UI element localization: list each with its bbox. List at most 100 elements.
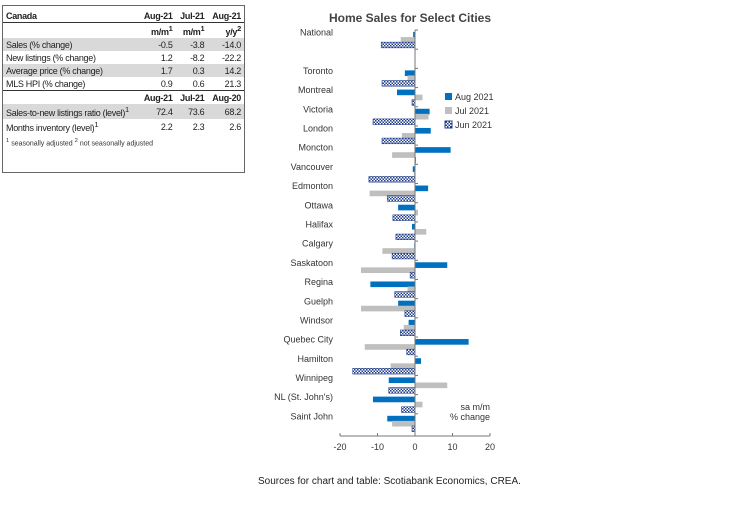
- bar-jul-2021: [390, 363, 415, 369]
- x-tick-label: 0: [412, 442, 417, 452]
- unit: m/m1: [176, 23, 208, 39]
- bar-jul-2021: [392, 420, 415, 427]
- bar-aug-2021: [412, 223, 415, 230]
- bar-jul-2021: [415, 228, 427, 235]
- bar-jun-2021: [352, 368, 416, 375]
- cell-value: 2.3: [192, 121, 205, 132]
- footnote-2: not seasonally adjusted: [79, 140, 154, 148]
- bar-jun-2021: [386, 195, 416, 202]
- col-head: Aug-21: [138, 90, 176, 104]
- footnote: 1 seasonally adjusted 2 not seasonally a…: [6, 138, 154, 148]
- category-label: Winnipeg: [295, 373, 333, 383]
- table-row: Months inventory (level)1 2.2 2.3 2.6: [3, 119, 244, 134]
- legend-label: Aug 2021: [455, 92, 494, 102]
- source-note: Sources for chart and table: Scotiabank …: [258, 476, 521, 487]
- bar-aug-2021: [388, 377, 415, 384]
- canada-summary-table: Canada Aug-21 Jul-21 Aug-21 m/m1 m/m1 y/…: [2, 5, 245, 173]
- bar-jun-2021: [394, 291, 416, 298]
- category-label: Calgary: [302, 239, 334, 249]
- unit-sup: 2: [237, 24, 241, 33]
- unit-annotation: sa m/m: [460, 402, 490, 412]
- category-label: Moncton: [298, 143, 333, 153]
- x-tick-label: -10: [371, 442, 384, 452]
- category-label: Edmonton: [292, 181, 333, 191]
- bar-aug-2021: [370, 281, 415, 288]
- bar-jul-2021: [382, 248, 415, 254]
- legend-swatch: [445, 93, 452, 100]
- bar-jul-2021: [415, 113, 429, 120]
- table-row: Average price (% change) 1.7 0.3 14.2: [3, 64, 244, 77]
- row-label-text: MLS HPI (% change): [6, 78, 86, 89]
- cell-value: 2.2: [160, 121, 173, 132]
- bar-jul-2021: [415, 382, 448, 389]
- bar-jul-2021: [407, 75, 415, 82]
- bar-aug-2021: [415, 262, 448, 268]
- category-label: National: [300, 28, 333, 38]
- unit: y/y2: [207, 23, 244, 39]
- row-label: Sales-to-new listings ratio (level)1: [3, 104, 139, 119]
- cell-value: 1.2: [160, 52, 173, 63]
- bar-aug-2021: [415, 147, 451, 153]
- category-label: London: [303, 124, 333, 134]
- table-row: Sales (% change) -0.5 -3.8 -14.0: [3, 38, 244, 51]
- bar-aug-2021: [387, 415, 415, 422]
- cell-value: 14.2: [207, 64, 244, 77]
- bar-jul-2021: [403, 324, 415, 331]
- col-head: Aug-21: [138, 9, 176, 23]
- bar-jun-2021: [391, 252, 416, 260]
- bar-aug-2021: [397, 89, 415, 96]
- legend-label: Jul 2021: [455, 106, 489, 116]
- row-label-text: New listings (% change): [6, 52, 96, 63]
- legend-swatch: [444, 120, 453, 129]
- bar-jul-2021: [400, 37, 415, 43]
- bar-jun-2021: [368, 176, 416, 183]
- row-label-text: Sales (% change): [6, 39, 73, 50]
- cell-value: -3.8: [175, 38, 208, 51]
- category-label: Toronto: [303, 66, 333, 76]
- bar-jun-2021: [401, 406, 416, 413]
- unit: m/m1: [139, 23, 176, 39]
- category-label: Guelph: [304, 296, 333, 306]
- unit-label: m/m: [151, 27, 169, 37]
- cell-value: -8.2: [190, 52, 205, 63]
- x-tick-label: -20: [333, 442, 346, 452]
- legend-swatch: [445, 107, 452, 114]
- bar-jun-2021: [400, 329, 416, 336]
- bar-aug-2021: [413, 32, 415, 38]
- footnote-1: seasonally adjusted: [11, 140, 73, 148]
- bar-aug-2021: [412, 166, 415, 172]
- bar-jun-2021: [404, 310, 416, 317]
- chart-title: Home Sales for Select Cities: [328, 11, 492, 25]
- x-tick-label: 20: [485, 442, 495, 452]
- legend-label: Jun 2021: [455, 120, 492, 130]
- cell-value: 1.7: [138, 64, 176, 77]
- unit-label: y/y: [225, 27, 238, 37]
- bar-jul-2021: [407, 286, 415, 293]
- cell-value: -0.5: [138, 38, 176, 51]
- category-label: Hamilton: [297, 354, 333, 364]
- bar-aug-2021: [404, 70, 415, 77]
- bar-aug-2021: [373, 396, 415, 403]
- bar-jun-2021: [381, 80, 416, 87]
- bar-aug-2021: [415, 339, 469, 345]
- bar-aug-2021: [415, 127, 431, 134]
- bar-jun-2021: [409, 272, 416, 279]
- bar-jun-2021: [381, 137, 416, 145]
- category-label: NL (St. John's): [274, 392, 333, 402]
- category-label: Regina: [304, 277, 333, 287]
- cell-value: -14.0: [207, 38, 244, 51]
- row-label: Months inventory (level)1: [3, 119, 139, 134]
- table-row: Sales-to-new listings ratio (level)1 72.4…: [3, 104, 244, 119]
- bar-jun-2021: [406, 348, 416, 356]
- category-label: Victoria: [303, 104, 333, 114]
- category-label: Saskatoon: [290, 258, 333, 268]
- category-label: Halifax: [305, 220, 333, 230]
- cell-value: -22.2: [221, 52, 241, 63]
- row-sup: 1: [125, 105, 129, 114]
- unit-sup: 1: [168, 24, 173, 33]
- unit-annotation: % change: [450, 412, 490, 422]
- bar-jul-2021: [361, 267, 415, 274]
- unit-label: m/m: [182, 27, 201, 37]
- row-sup: 1: [94, 120, 99, 129]
- row-label-text: Months inventory (level): [6, 123, 95, 133]
